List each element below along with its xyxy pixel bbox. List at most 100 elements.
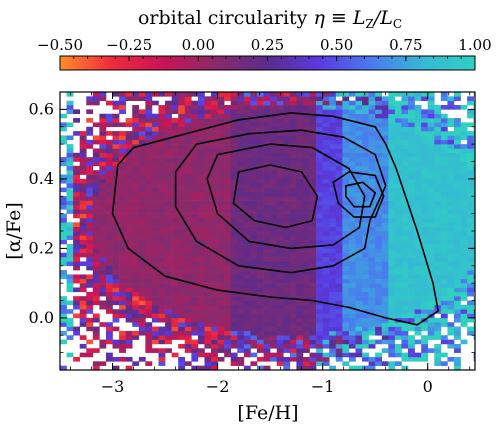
heatmap-cell	[178, 257, 186, 262]
heatmap-cell	[270, 235, 277, 240]
heatmap-cell	[434, 317, 442, 323]
heatmap-cell	[296, 187, 304, 193]
heatmap-cell	[151, 326, 159, 332]
heatmap-cell	[368, 226, 376, 232]
heatmap-cell	[342, 217, 350, 223]
heatmap-cell	[92, 317, 100, 323]
heatmap-cell	[355, 222, 363, 227]
heatmap-cell	[132, 361, 140, 366]
heatmap-cell	[79, 231, 87, 236]
heatmap-cell	[217, 326, 225, 332]
heatmap-cell	[263, 118, 271, 123]
heatmap-cell	[125, 222, 133, 227]
heatmap-cell	[197, 152, 205, 158]
heatmap-cell	[289, 326, 297, 332]
heatmap-cell	[158, 231, 166, 236]
heatmap-cell	[309, 361, 317, 366]
heatmap-cell	[421, 239, 429, 245]
heatmap-cell	[138, 296, 146, 301]
heatmap-cell	[211, 231, 218, 236]
heatmap-cell	[375, 139, 383, 145]
heatmap-cell	[105, 100, 113, 106]
heatmap-cell	[99, 144, 107, 149]
heatmap-cell	[460, 287, 468, 293]
heatmap-cell	[427, 287, 435, 293]
heatmap-cell	[289, 96, 297, 101]
heatmap-cell	[191, 217, 199, 223]
heatmap-cell	[250, 244, 258, 249]
heatmap-cell	[145, 304, 153, 310]
heatmap-cell	[66, 257, 74, 262]
heatmap-cell	[263, 326, 271, 332]
heatmap-cell	[243, 326, 251, 332]
heatmap-cell	[434, 361, 442, 366]
heatmap-cell	[289, 244, 297, 249]
heatmap-cell	[401, 270, 409, 275]
heatmap-cell	[263, 296, 271, 301]
heatmap-cell	[453, 348, 461, 353]
heatmap-cell	[401, 100, 409, 106]
heatmap-cell	[119, 170, 126, 175]
heatmap-cell	[322, 200, 330, 206]
heatmap-cell	[86, 257, 94, 262]
heatmap-cell	[401, 365, 409, 370]
heatmap-cell	[191, 148, 199, 154]
heatmap-cell	[473, 200, 475, 206]
heatmap-cell	[224, 139, 232, 145]
heatmap-cell	[368, 217, 376, 223]
heatmap-cell	[191, 209, 199, 214]
heatmap-cell	[151, 122, 159, 128]
heatmap-cell	[145, 226, 153, 232]
heatmap-cell	[92, 191, 100, 197]
heatmap-cell	[440, 296, 448, 301]
heatmap-cell	[132, 109, 140, 115]
heatmap-cell	[434, 226, 442, 232]
heatmap-cell	[270, 152, 277, 158]
heatmap-cell	[394, 343, 402, 349]
heatmap-cell	[414, 248, 422, 254]
heatmap-cell	[86, 239, 94, 245]
heatmap-cell	[230, 352, 238, 358]
heatmap-cell	[92, 217, 100, 223]
heatmap-cell	[414, 326, 422, 332]
heatmap-cell	[73, 131, 80, 136]
heatmap-cell	[165, 204, 172, 210]
heatmap-cell	[158, 157, 166, 162]
heatmap-cell	[362, 100, 369, 106]
heatmap-cell	[368, 126, 376, 132]
heatmap-cell	[322, 304, 330, 310]
heatmap-cell	[151, 174, 159, 180]
heatmap-cell	[237, 339, 245, 345]
heatmap-cell	[165, 313, 172, 319]
heatmap-cell	[66, 204, 74, 210]
heatmap-cell	[171, 148, 179, 154]
heatmap-cell	[99, 278, 107, 284]
heatmap-cell	[322, 274, 330, 280]
heatmap-cell	[217, 226, 225, 232]
heatmap-cell	[408, 304, 415, 310]
heatmap-cell	[263, 257, 271, 262]
heatmap-cell	[112, 300, 120, 306]
heatmap-cell	[217, 274, 225, 280]
heatmap-cell	[473, 161, 475, 167]
heatmap-cell	[178, 226, 186, 232]
heatmap-cell	[473, 209, 475, 214]
heatmap-cell	[375, 178, 383, 184]
heatmap-cell	[224, 317, 232, 323]
heatmap-cell	[414, 244, 422, 249]
heatmap-cell	[388, 361, 396, 366]
heatmap-cell	[329, 326, 337, 332]
heatmap-cell	[283, 178, 291, 184]
heatmap-cell	[125, 313, 133, 319]
heatmap-cell	[368, 204, 376, 210]
heatmap-cell	[342, 235, 350, 240]
heatmap-cell	[309, 152, 317, 158]
heatmap-cell	[217, 330, 225, 336]
heatmap-cell	[414, 165, 422, 171]
heatmap-cell	[368, 109, 376, 115]
heatmap-cell	[197, 135, 205, 141]
heatmap-cell	[460, 122, 468, 128]
heatmap-cell	[256, 335, 264, 340]
heatmap-cell	[355, 265, 363, 271]
heatmap-cell	[79, 152, 87, 158]
